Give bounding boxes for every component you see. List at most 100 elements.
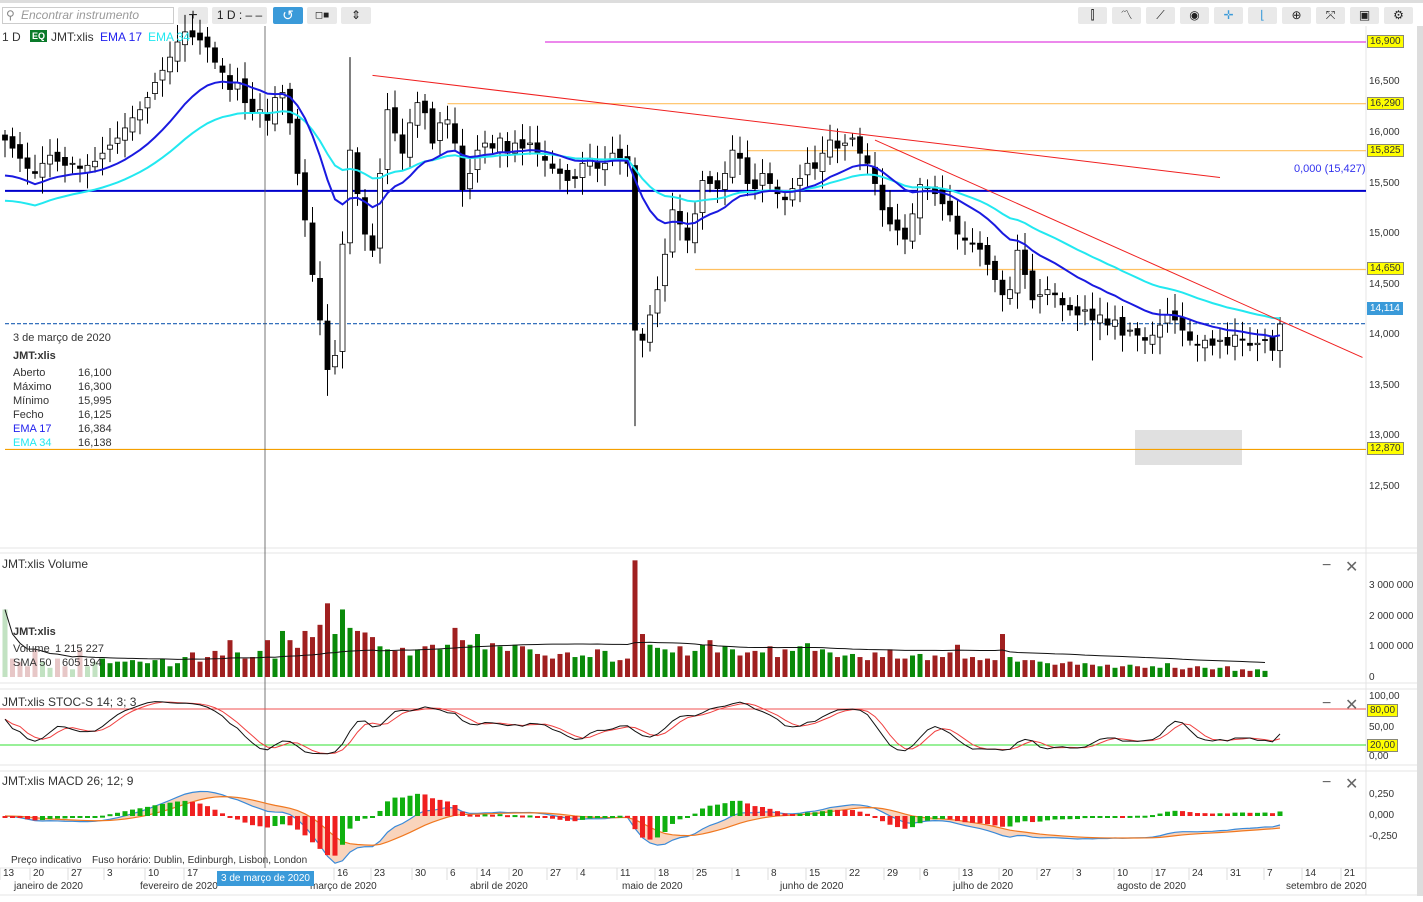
candle bbox=[812, 145, 818, 180]
volume-bar bbox=[677, 646, 683, 677]
resize-icon[interactable]: ⇕ bbox=[341, 7, 371, 24]
camera-icon[interactable]: ▣ bbox=[1350, 7, 1379, 24]
volume-bar bbox=[685, 655, 690, 677]
candle-body bbox=[1239, 338, 1246, 341]
candle-body bbox=[362, 197, 368, 235]
candle bbox=[924, 179, 931, 201]
candle bbox=[204, 27, 211, 63]
volume-bar bbox=[1022, 660, 1028, 677]
macd-histogram-bar bbox=[1225, 813, 1230, 816]
fullscreen-icon[interactable]: ⤧ bbox=[1316, 7, 1345, 24]
volume-bar bbox=[820, 649, 825, 677]
macd-histogram-bar bbox=[715, 804, 720, 816]
volume-bar bbox=[272, 658, 278, 677]
candle bbox=[1232, 318, 1238, 361]
volume-bar bbox=[55, 658, 60, 677]
macd-histogram-bar bbox=[812, 812, 818, 816]
volume-bar bbox=[1105, 664, 1110, 677]
candle bbox=[1082, 295, 1088, 326]
volume-bar bbox=[1030, 660, 1035, 677]
macd-histogram-bar bbox=[392, 797, 398, 816]
candle-body bbox=[369, 235, 376, 251]
candle-body bbox=[797, 178, 803, 186]
eye-icon[interactable]: ◉ bbox=[1180, 7, 1209, 24]
macd-histogram-bar bbox=[722, 803, 728, 816]
macd-histogram-bar bbox=[10, 816, 15, 818]
macd-histogram-bar bbox=[677, 816, 683, 820]
macd-histogram-bar bbox=[400, 797, 405, 816]
candle-body bbox=[1074, 306, 1081, 316]
candle-body bbox=[1254, 342, 1261, 346]
volume-bar bbox=[257, 650, 263, 677]
minimize-volume-button[interactable]: − bbox=[1322, 557, 1332, 574]
candle-body bbox=[1179, 317, 1186, 331]
interval-button[interactable]: 1 D : – – bbox=[212, 7, 267, 24]
minimize-stoch-button[interactable]: − bbox=[1322, 695, 1332, 712]
candle-body bbox=[152, 82, 158, 94]
curve-icon[interactable]: ⌊ bbox=[1248, 7, 1277, 24]
level-price-tag: 16,900 bbox=[1367, 35, 1404, 48]
minimize-macd-button[interactable]: − bbox=[1322, 774, 1332, 791]
ema17-legend[interactable]: EMA 17 bbox=[100, 30, 143, 44]
candle-body bbox=[737, 152, 743, 159]
undo-icon[interactable]: ↺ bbox=[273, 7, 303, 24]
close-macd-button[interactable]: ✕ bbox=[1345, 776, 1359, 793]
macd-histogram-bar bbox=[850, 810, 855, 816]
draw-line-icon[interactable]: ⟋ bbox=[1146, 7, 1175, 24]
macd-histogram-bar bbox=[250, 816, 255, 826]
macd-histogram-bar bbox=[1202, 813, 1208, 816]
macd-histogram-bar bbox=[685, 816, 690, 818]
day-label: 6 bbox=[450, 868, 456, 879]
close-volume-button[interactable]: ✕ bbox=[1345, 559, 1359, 576]
info-row-label: EMA 17 bbox=[13, 423, 52, 435]
layout-icon[interactable]: ◻■ bbox=[307, 7, 337, 24]
candle-body bbox=[1022, 249, 1028, 275]
candle-body bbox=[999, 279, 1006, 296]
scrollbar[interactable] bbox=[1417, 26, 1423, 896]
gear-icon[interactable]: ⚙ bbox=[1384, 7, 1413, 24]
candle bbox=[992, 255, 998, 293]
close-stoch-button[interactable]: ✕ bbox=[1345, 697, 1359, 714]
crosshair-icon[interactable]: ✛ bbox=[1214, 7, 1243, 24]
candle bbox=[242, 62, 248, 120]
macd-histogram-bar bbox=[280, 816, 285, 825]
volume-bar bbox=[205, 657, 210, 677]
sma-value: 605 194 bbox=[62, 657, 102, 669]
macd-histogram-bar bbox=[32, 816, 38, 821]
info-row-label: Máximo bbox=[13, 381, 52, 393]
candle-body bbox=[722, 173, 728, 190]
candle bbox=[1119, 305, 1126, 352]
candle bbox=[1209, 330, 1216, 356]
candle-body bbox=[92, 160, 98, 168]
volume-bar bbox=[1202, 667, 1208, 677]
day-label: 27 bbox=[550, 868, 562, 879]
candle bbox=[564, 163, 571, 195]
candle-body bbox=[467, 173, 473, 190]
stoch-tick: 50,00 bbox=[1369, 722, 1395, 733]
volume-bar bbox=[242, 658, 248, 677]
candle-body bbox=[542, 156, 548, 161]
macd-histogram-bar bbox=[617, 815, 623, 818]
day-label: 21 bbox=[1344, 868, 1356, 879]
indicators-icon[interactable]: 〽 bbox=[1112, 7, 1141, 24]
candle bbox=[827, 124, 833, 165]
candle bbox=[1217, 327, 1223, 359]
zoom-icon[interactable]: ⊕ bbox=[1282, 7, 1311, 24]
candle-body bbox=[887, 207, 893, 225]
candle bbox=[452, 107, 458, 152]
candle bbox=[954, 199, 961, 250]
search-input[interactable]: ⚲ Encontrar instrumento bbox=[2, 7, 174, 24]
ema34-legend[interactable]: EMA 34 bbox=[148, 30, 191, 44]
macd-histogram-bar bbox=[1022, 816, 1028, 822]
candle-body bbox=[1052, 292, 1058, 296]
macd-histogram-bar bbox=[265, 816, 270, 828]
volume-bar bbox=[317, 624, 323, 677]
macd-histogram-bar bbox=[1142, 815, 1148, 818]
volume-bar bbox=[265, 640, 270, 677]
candle bbox=[684, 212, 691, 254]
volume-bar bbox=[857, 657, 863, 677]
macd-histogram-bar bbox=[340, 816, 345, 845]
candle-body bbox=[917, 184, 923, 219]
candlestick-icon[interactable]: ⫿ bbox=[1078, 7, 1107, 24]
